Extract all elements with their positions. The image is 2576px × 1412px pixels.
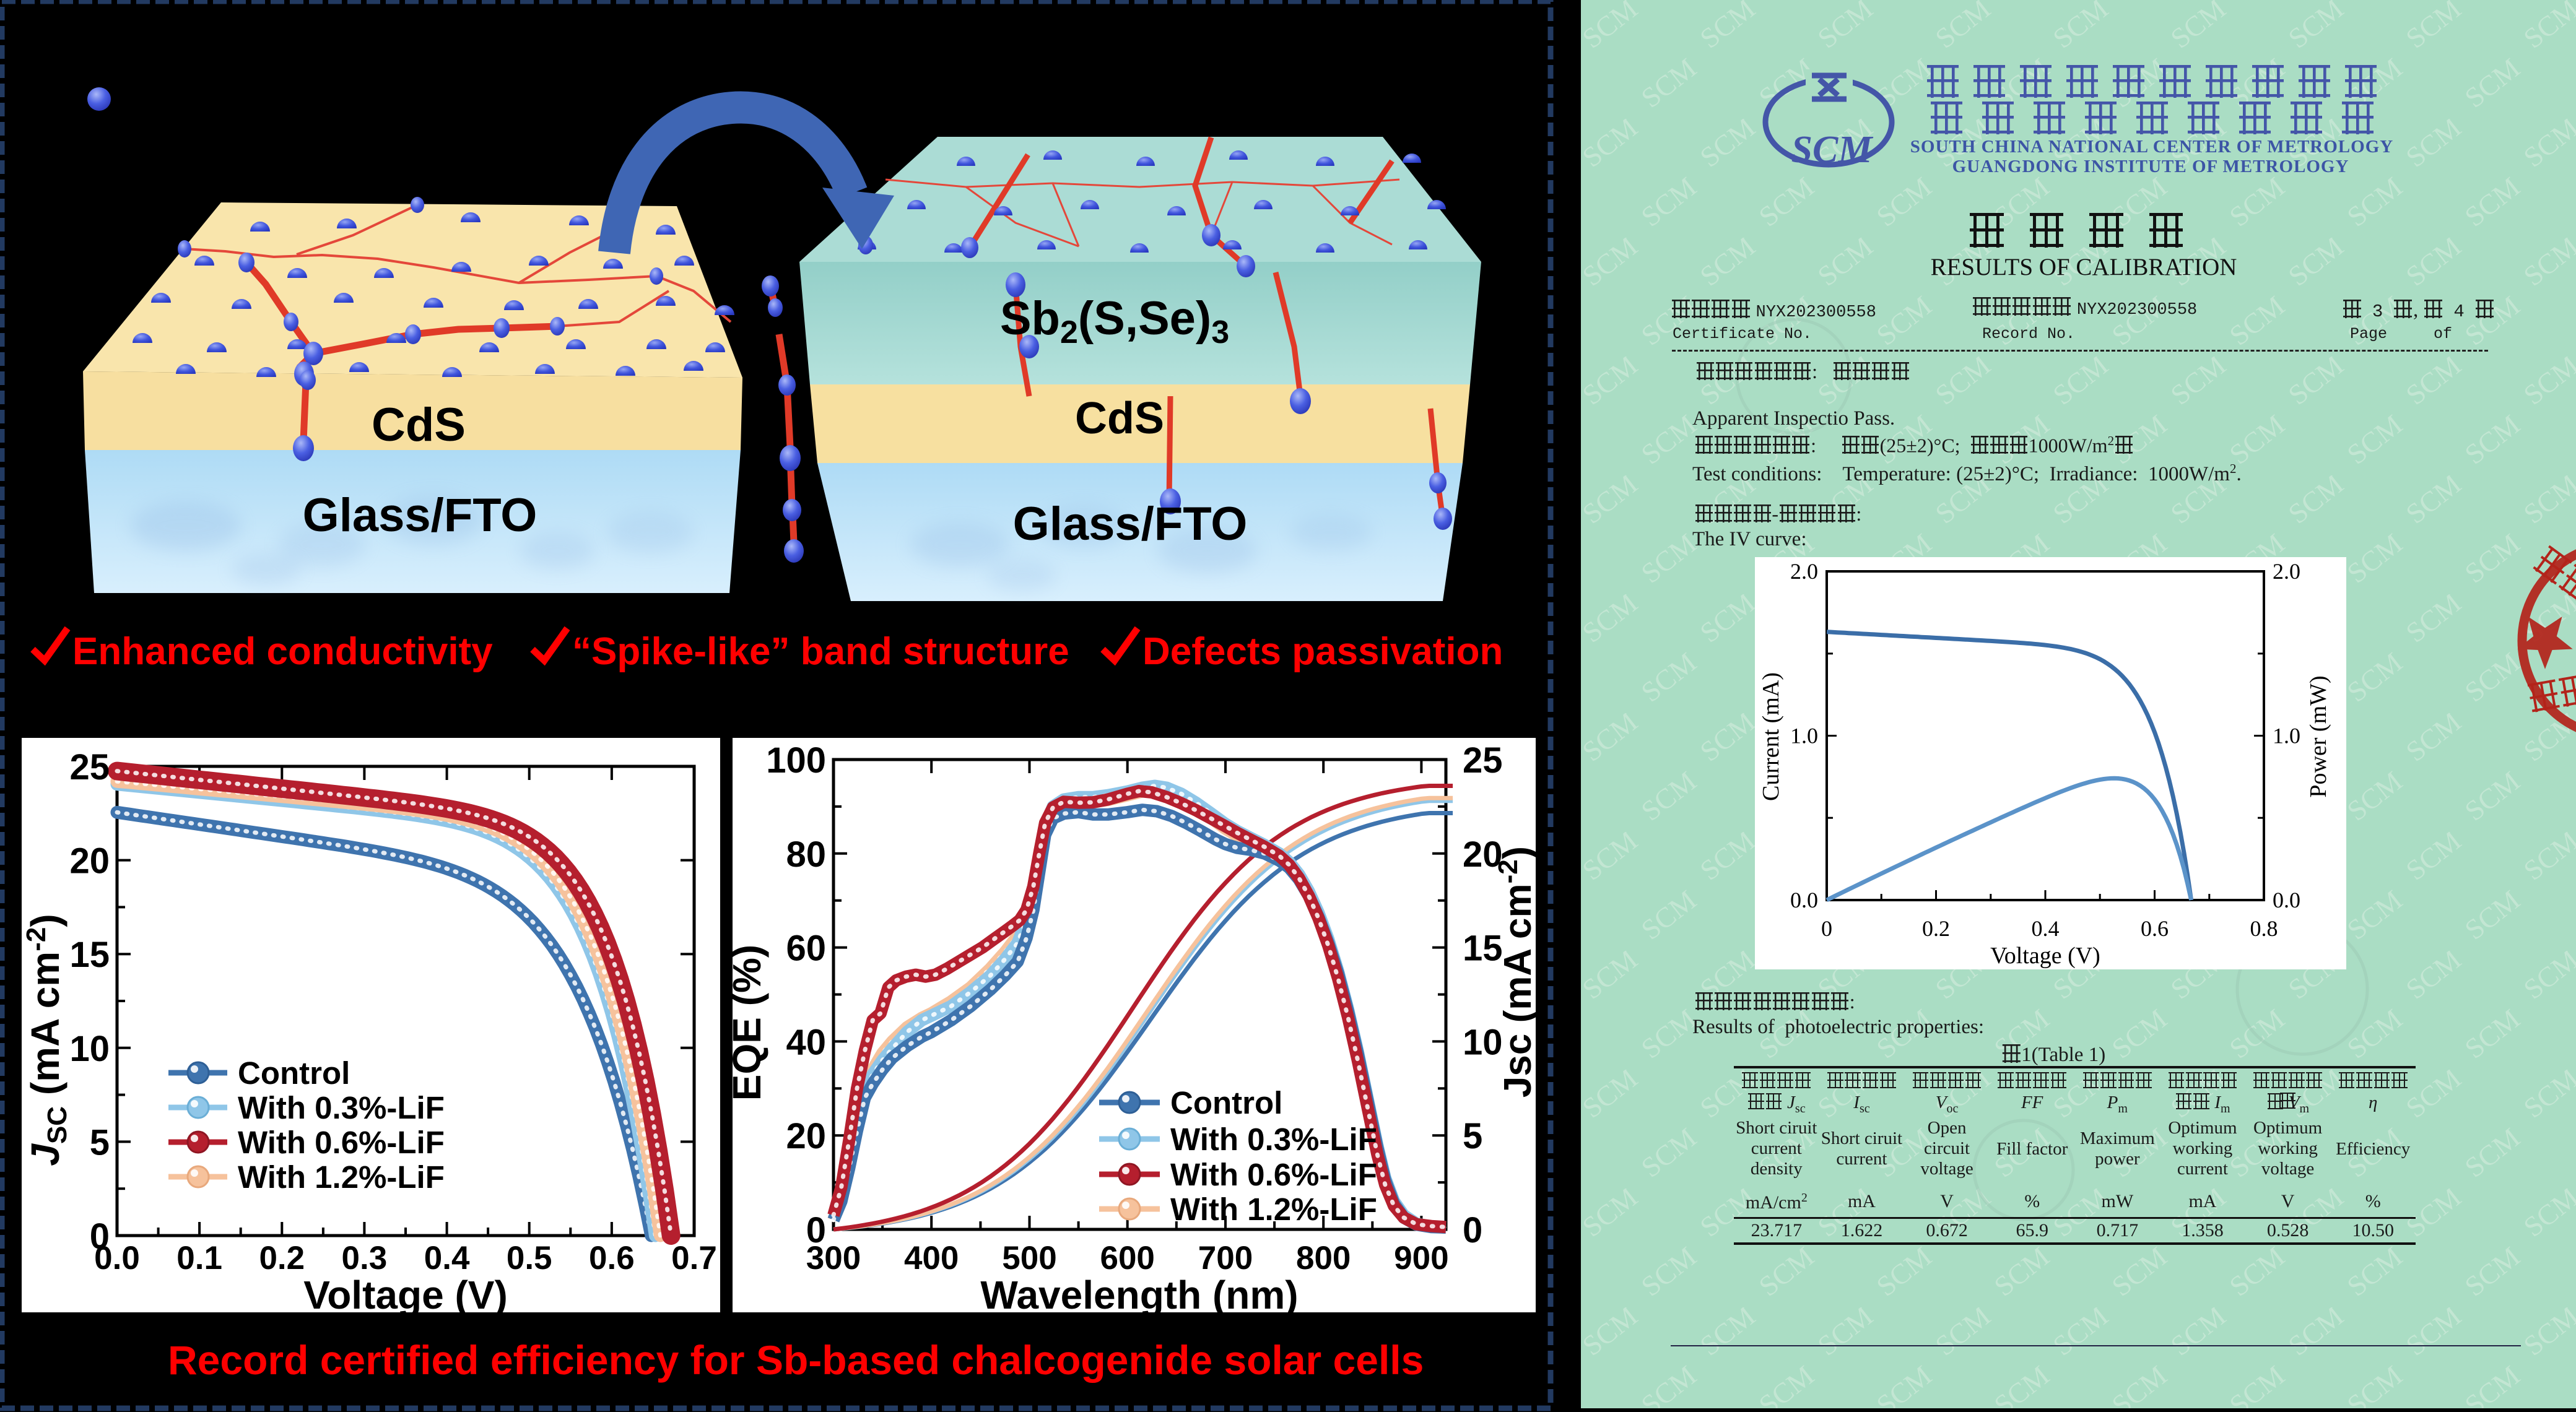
svg-text:Sb2(S,Se)3: Sb2(S,Se)3: [1000, 292, 1229, 350]
svg-text:Control: Control: [1170, 1085, 1282, 1120]
svg-text:With 0.6%-LiF: With 0.6%-LiF: [238, 1125, 445, 1160]
svg-text:Current (mA): Current (mA): [1758, 672, 1784, 801]
svg-text:0.6: 0.6: [589, 1240, 635, 1276]
svg-text:0.8: 0.8: [2250, 916, 2278, 941]
svg-text:40: 40: [786, 1022, 826, 1062]
svg-text:5: 5: [90, 1122, 110, 1163]
svg-text:0.5: 0.5: [507, 1240, 552, 1276]
svg-text:SCM: SCM: [1791, 129, 1874, 171]
svg-text:0.0: 0.0: [2273, 888, 2300, 912]
svg-text:0: 0: [1821, 916, 1832, 941]
svg-text:25: 25: [69, 747, 110, 787]
svg-text:0.7: 0.7: [671, 1240, 717, 1276]
svg-text:With 1.2%-LiF: With 1.2%-LiF: [238, 1159, 445, 1195]
svg-text:0: 0: [90, 1216, 110, 1257]
svg-text:600: 600: [1100, 1240, 1154, 1276]
svg-text:15: 15: [69, 935, 110, 975]
svg-text:With 0.3%-LiF: With 0.3%-LiF: [238, 1090, 445, 1125]
svg-text:10: 10: [1463, 1022, 1503, 1062]
svg-text:0.6: 0.6: [2141, 916, 2169, 941]
svg-text:JSC (mA cm-2): JSC (mA cm-2): [21, 914, 72, 1166]
svg-text:100: 100: [766, 740, 826, 781]
svg-text:2.0: 2.0: [2273, 559, 2300, 584]
svg-text:900: 900: [1394, 1240, 1448, 1276]
svg-text:800: 800: [1296, 1240, 1351, 1276]
svg-text:Power (mW): Power (mW): [2305, 675, 2331, 797]
svg-text:20: 20: [69, 841, 110, 881]
svg-text:10: 10: [69, 1029, 110, 1069]
svg-text:0.0: 0.0: [94, 1240, 140, 1276]
svg-text:20: 20: [786, 1116, 826, 1156]
svg-text:400: 400: [904, 1240, 959, 1276]
svg-text:Jsc (mA cm-2): Jsc (mA cm-2): [1493, 846, 1539, 1098]
svg-text:1.0: 1.0: [1790, 724, 1818, 748]
svg-text:5: 5: [1463, 1116, 1482, 1156]
svg-text:Voltage (V): Voltage (V): [1990, 943, 2100, 969]
svg-text:EQE (%): EQE (%): [724, 945, 769, 1101]
svg-text:0.2: 0.2: [259, 1240, 305, 1276]
svg-text:15: 15: [1463, 929, 1503, 969]
svg-text:Control: Control: [238, 1055, 350, 1091]
svg-text:Voltage (V): Voltage (V): [303, 1273, 508, 1317]
svg-text:20: 20: [1463, 834, 1503, 875]
svg-text:Wavelength (nm): Wavelength (nm): [980, 1273, 1298, 1317]
svg-text:With 0.6%-LiF: With 0.6%-LiF: [1170, 1157, 1377, 1192]
svg-text:500: 500: [1002, 1240, 1056, 1276]
svg-text:With 0.3%-LiF: With 0.3%-LiF: [1170, 1122, 1377, 1157]
svg-text:700: 700: [1198, 1240, 1253, 1276]
svg-text:25: 25: [1463, 740, 1503, 781]
svg-text:60: 60: [786, 929, 826, 969]
svg-text:Glass/FTO: Glass/FTO: [1013, 498, 1248, 550]
svg-text:0.1: 0.1: [176, 1240, 222, 1276]
svg-text:CdS: CdS: [372, 399, 466, 451]
svg-text:2.0: 2.0: [1790, 559, 1818, 584]
svg-text:0.0: 0.0: [1790, 888, 1818, 912]
svg-text:With 1.2%-LiF: With 1.2%-LiF: [1170, 1192, 1377, 1227]
svg-text:0: 0: [1463, 1210, 1482, 1250]
svg-text:80: 80: [786, 834, 826, 875]
svg-text:300: 300: [806, 1240, 861, 1276]
svg-text:Glass/FTO: Glass/FTO: [303, 489, 537, 542]
svg-text:1.0: 1.0: [2273, 724, 2300, 748]
svg-text:0.4: 0.4: [424, 1240, 470, 1276]
svg-text:0: 0: [806, 1210, 826, 1250]
svg-text:0.2: 0.2: [1922, 916, 1950, 941]
svg-text:0.3: 0.3: [342, 1240, 388, 1276]
svg-text:CdS: CdS: [1075, 394, 1164, 443]
svg-text:0.4: 0.4: [2032, 916, 2060, 941]
